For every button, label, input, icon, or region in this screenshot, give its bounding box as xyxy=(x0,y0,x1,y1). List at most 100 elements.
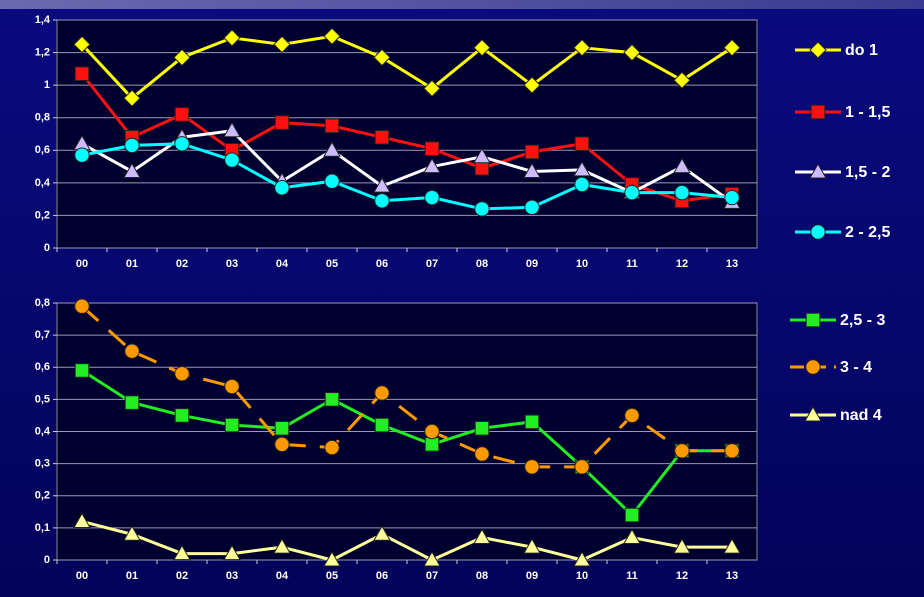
data-point xyxy=(723,38,741,57)
legend-marker xyxy=(809,162,827,179)
data-point xyxy=(524,144,540,160)
legend-label: do 1 xyxy=(845,42,878,59)
data-point xyxy=(74,363,90,378)
data-point xyxy=(174,136,190,152)
data-point xyxy=(224,378,240,395)
x-tick-label: 13 xyxy=(726,570,738,582)
data-point xyxy=(273,35,291,54)
plot-area xyxy=(56,19,758,249)
data-point xyxy=(373,525,391,541)
legend-label: 1,5 - 2 xyxy=(845,164,890,181)
data-point xyxy=(373,177,391,193)
top-bar xyxy=(0,0,924,9)
data-point xyxy=(473,528,491,545)
data-point xyxy=(624,407,640,424)
data-point xyxy=(324,173,340,189)
series-line xyxy=(80,34,733,100)
data-point xyxy=(724,443,740,459)
data-point xyxy=(74,66,90,82)
x-tick-label: 01 xyxy=(126,570,138,582)
data-point xyxy=(423,79,441,98)
x-tick-label: 11 xyxy=(626,570,638,582)
series-line xyxy=(80,72,733,203)
x-tick-label: 00 xyxy=(76,258,88,270)
y-tick-label: 0,3 xyxy=(35,458,50,470)
y-tick-label: 1,2 xyxy=(35,46,50,58)
data-point xyxy=(523,162,541,178)
y-tick-label: 0,7 xyxy=(35,329,50,341)
data-point xyxy=(123,525,141,541)
data-point xyxy=(424,189,440,206)
data-point xyxy=(123,89,141,107)
series-line xyxy=(81,142,733,211)
data-point xyxy=(373,48,391,67)
data-point xyxy=(323,141,341,157)
data-point xyxy=(374,385,390,401)
data-point xyxy=(274,436,290,453)
data-point xyxy=(324,392,340,407)
x-tick-label: 08 xyxy=(476,258,488,270)
x-tick-label: 12 xyxy=(676,258,688,270)
data-point xyxy=(474,446,490,462)
x-tick-label: 11 xyxy=(626,258,638,270)
legend-label: 2,5 - 3 xyxy=(840,312,885,329)
data-point xyxy=(224,152,240,168)
x-tick-label: 02 xyxy=(176,570,188,582)
x-tick-label: 02 xyxy=(176,258,188,270)
data-point xyxy=(524,459,540,475)
data-point xyxy=(474,201,490,217)
series-line xyxy=(81,129,733,204)
legend-marker xyxy=(810,224,826,240)
y-tick-label: 1 xyxy=(44,79,50,91)
x-tick-label: 12 xyxy=(676,570,688,582)
data-point xyxy=(73,35,91,54)
x-tick-label: 08 xyxy=(476,570,488,582)
data-point xyxy=(274,115,290,130)
data-point xyxy=(223,29,241,47)
data-point xyxy=(423,550,441,567)
data-point xyxy=(524,414,540,430)
data-point xyxy=(124,343,140,359)
y-tick-label: 0,8 xyxy=(35,112,50,124)
data-point xyxy=(624,507,640,523)
y-tick-label: 0,5 xyxy=(35,393,50,405)
data-point xyxy=(274,420,290,436)
data-point xyxy=(623,43,641,62)
x-tick-label: 09 xyxy=(526,258,538,270)
series-line xyxy=(81,369,732,517)
data-point xyxy=(374,129,390,145)
data-point xyxy=(274,180,290,196)
data-point xyxy=(523,76,541,94)
data-point xyxy=(573,160,591,177)
legend-marker xyxy=(809,41,827,59)
data-point xyxy=(174,365,190,382)
data-point xyxy=(173,48,191,67)
data-point xyxy=(74,298,90,314)
legend-label: 2 - 2,5 xyxy=(845,224,890,241)
data-point xyxy=(673,157,691,174)
data-point xyxy=(323,27,341,45)
data-point xyxy=(374,193,390,209)
x-tick-label: 10 xyxy=(576,258,588,270)
x-tick-label: 03 xyxy=(226,570,238,582)
legend-label: 3 - 4 xyxy=(840,359,872,376)
data-point xyxy=(424,437,440,452)
data-point xyxy=(223,121,241,138)
x-tick-label: 07 xyxy=(426,258,438,270)
data-point xyxy=(223,544,241,561)
data-point xyxy=(473,147,491,164)
y-tick-label: 0 xyxy=(44,242,50,254)
data-point xyxy=(573,38,591,57)
data-point xyxy=(323,550,341,567)
data-point xyxy=(524,199,540,215)
data-point xyxy=(123,162,141,178)
y-tick-label: 0,6 xyxy=(35,144,50,156)
x-tick-label: 06 xyxy=(376,258,388,270)
data-point xyxy=(624,184,640,201)
x-tick-label: 00 xyxy=(76,570,88,582)
x-tick-label: 07 xyxy=(426,570,438,582)
series-line xyxy=(80,305,732,469)
data-point xyxy=(423,157,441,174)
y-tick-label: 0,2 xyxy=(35,490,50,502)
